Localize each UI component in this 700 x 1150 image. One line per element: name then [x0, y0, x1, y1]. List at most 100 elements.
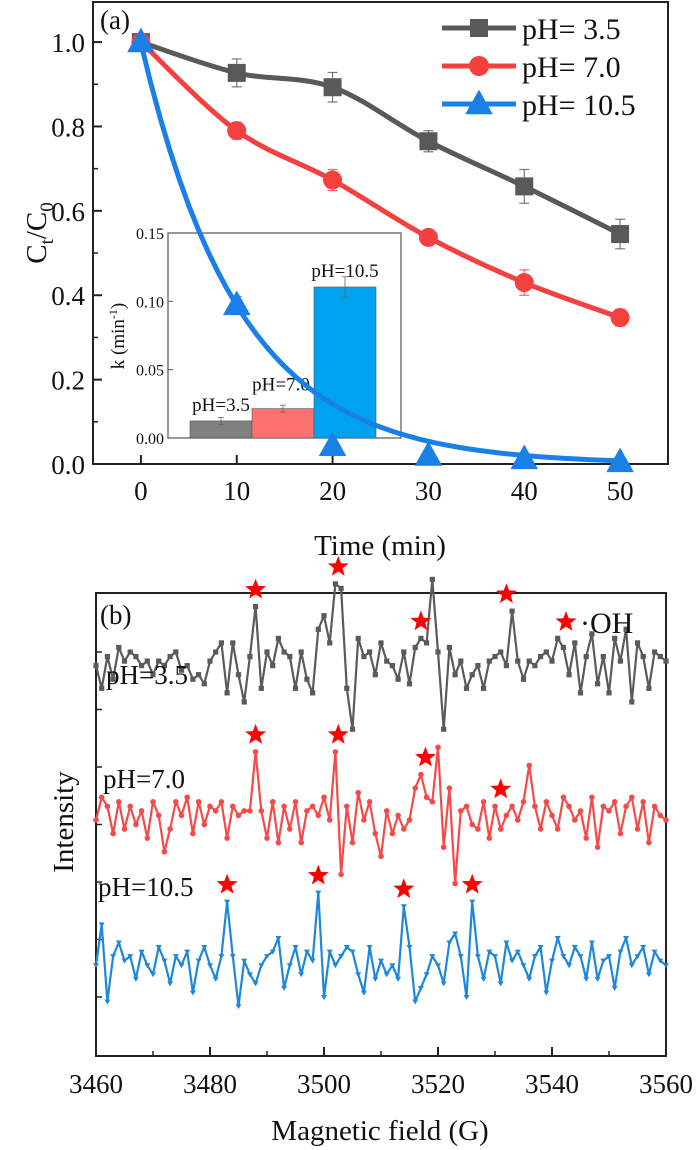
- oh-peak-star: [245, 578, 267, 599]
- spectrum-point: [486, 835, 493, 841]
- spectrum-point: [509, 803, 515, 810]
- spectrum-point: [190, 676, 196, 682]
- y-tick-label: 0.2: [51, 366, 85, 396]
- spectrum-point: [463, 685, 470, 691]
- spectrum-point: [429, 799, 436, 805]
- spectrum-point: [349, 839, 356, 846]
- spectrum-point: [457, 954, 464, 960]
- data-point-triangle: [606, 447, 634, 473]
- oh-peak-star: [393, 878, 415, 899]
- spectrum-point: [435, 649, 441, 655]
- spectrum-point: [264, 649, 270, 655]
- oh-peak-star: [245, 723, 267, 744]
- spectrum-point: [150, 799, 156, 805]
- spectrum-point: [378, 853, 384, 860]
- spectrum-point: [549, 812, 555, 819]
- spectrum-point: [195, 958, 202, 964]
- spectrum-point: [583, 835, 589, 841]
- spectrum-point: [657, 653, 663, 660]
- panel-a-label: (a): [100, 5, 130, 35]
- spectrum-point: [161, 958, 168, 964]
- spectrum-point: [338, 585, 344, 592]
- panel-a-y-axis-title: Ct/C0: [21, 202, 58, 264]
- legend-label: ·OH: [580, 607, 633, 640]
- spectrum-point: [104, 803, 111, 810]
- spectrum-point: [281, 649, 287, 655]
- spectrum-point: [555, 635, 561, 641]
- spectrum-point: [509, 958, 516, 964]
- spectrum-pH-10-5: pH=10.5: [93, 864, 669, 1010]
- x-tick-label: 3520: [411, 1069, 465, 1099]
- spectrum-point: [207, 803, 213, 810]
- spectrum-point: [133, 821, 139, 828]
- spectrum-point: [172, 954, 179, 960]
- spectrum-point: [435, 963, 441, 969]
- oh-peak-star: [216, 873, 238, 894]
- spectrum-point: [571, 945, 578, 951]
- panel-a-x-ticks: 0 10 20 30 40 50: [134, 455, 634, 506]
- y-tick-label: 0.6: [51, 197, 85, 227]
- panel-b-x-ticks: 3460 3480 3500 3520 3540 3560: [69, 1047, 693, 1099]
- spectrum-point: [167, 826, 173, 832]
- legend-marker-square: [470, 19, 488, 37]
- spectrum-point: [366, 945, 373, 951]
- spectrum-point: [406, 945, 413, 951]
- spectrum-point: [224, 899, 231, 905]
- inset-y-title-main: k (min: [108, 319, 129, 370]
- data-point-triangle: [414, 441, 443, 466]
- spectrum-point: [629, 699, 635, 705]
- spectrum-point: [560, 644, 566, 651]
- spectrum-point: [652, 649, 658, 655]
- spectrum-point: [554, 826, 561, 832]
- spectrum-point: [178, 812, 185, 819]
- x-tick-label: 0: [134, 476, 148, 506]
- spectrum-point: [378, 958, 384, 964]
- spectrum-point: [121, 826, 128, 832]
- spectrum-point: [617, 658, 623, 664]
- spectrum-point: [400, 904, 407, 910]
- spectrum-point: [594, 976, 601, 982]
- data-point-circle: [514, 273, 534, 293]
- x-tick-label: 20: [319, 476, 346, 506]
- spectrum-point: [475, 663, 481, 669]
- spectrum-point: [520, 963, 527, 969]
- spectrum-point: [458, 808, 464, 814]
- spectrum-point: [184, 794, 190, 801]
- spectrum-point: [532, 803, 538, 810]
- spectrum-point: [423, 972, 430, 978]
- spectrum-point: [475, 826, 481, 832]
- spectrum-point: [372, 830, 379, 837]
- spectrum-point: [224, 835, 230, 841]
- spectrum-point: [623, 935, 630, 941]
- spectrum-point: [218, 799, 225, 805]
- panel-a: (a) 0 10 20 30 40 50 0.0 0.2 0.4 0.6 0.8 1.0 Time …: [21, 1, 669, 562]
- spectrum-point: [577, 690, 584, 696]
- spectrum-point: [628, 963, 635, 969]
- spectrum-point: [173, 799, 179, 805]
- data-point-circle: [323, 170, 343, 190]
- y-tick-label: 1.0: [51, 28, 85, 58]
- y-tick-label: 0.0: [51, 450, 85, 480]
- spectrum-point: [595, 681, 601, 687]
- spectrum-point: [538, 653, 544, 660]
- spectrum-point: [207, 658, 213, 664]
- spectrum-point: [184, 949, 191, 955]
- spectrum-point: [292, 685, 299, 691]
- spectrum-point: [327, 640, 333, 646]
- spectrum-point: [646, 839, 652, 846]
- spectrum-point: [492, 653, 498, 660]
- data-point-circle: [227, 121, 247, 141]
- spectrum-point: [326, 817, 333, 823]
- spectrum-point: [663, 817, 669, 823]
- legend-label: pH= 7.0: [522, 51, 621, 84]
- spectrum-point: [588, 940, 595, 946]
- spectrum-point: [600, 958, 607, 964]
- panel-a-x-axis-title: Time (min): [314, 530, 446, 562]
- inset-y-ticks: 0.00 0.05 0.10 0.15: [136, 226, 173, 448]
- spectrum-point: [497, 981, 504, 987]
- data-point-square: [227, 63, 246, 82]
- spectrum-point: [606, 954, 612, 960]
- spectrum-point: [332, 963, 339, 969]
- spectrum-point: [201, 821, 208, 828]
